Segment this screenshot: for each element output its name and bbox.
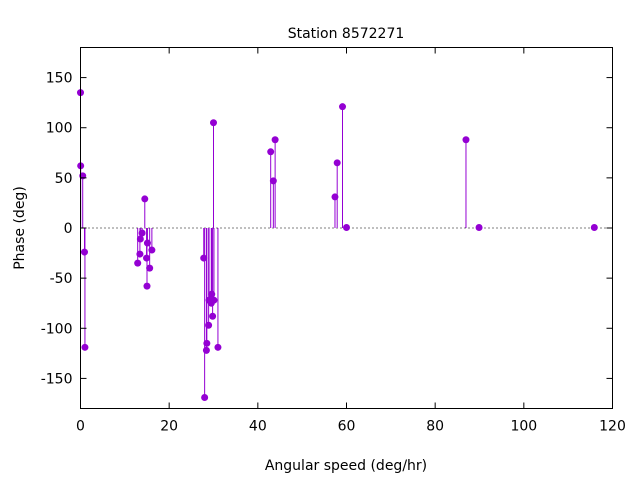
- data-point: [343, 223, 350, 231]
- data-point: [81, 343, 89, 351]
- data-point: [331, 193, 339, 201]
- data-point: [80, 248, 88, 256]
- data-point: [200, 254, 208, 262]
- data-point: [148, 246, 156, 254]
- data-point: [590, 223, 598, 231]
- data-point: [462, 136, 470, 144]
- data-point: [136, 250, 144, 258]
- x-tick-label: 40: [249, 419, 267, 435]
- x-tick-label: 120: [599, 419, 626, 435]
- data-point: [143, 282, 151, 290]
- y-tick-label: -50: [50, 271, 73, 287]
- x-tick-label: 0: [76, 419, 85, 435]
- y-axis-label: Phase (deg): [12, 186, 28, 270]
- data-point: [214, 343, 222, 351]
- x-tick-label: 20: [160, 419, 178, 435]
- y-tick-label: 0: [64, 221, 73, 237]
- x-tick-label: 60: [338, 419, 356, 435]
- data-point: [475, 223, 483, 231]
- data-point: [134, 259, 142, 267]
- data-point: [208, 290, 216, 298]
- data-point: [203, 339, 211, 347]
- data-point: [205, 321, 213, 329]
- data-point: [210, 119, 217, 127]
- ticks-layer: 0 20 40 60 80 100 120 -150 -100 -50 0 50 100 150: [41, 47, 626, 435]
- x-tick-label: 80: [426, 419, 444, 435]
- data-point: [209, 312, 217, 320]
- data-point: [146, 264, 154, 272]
- y-tick-label: 50: [55, 171, 73, 187]
- stems-layer: [80, 92, 613, 398]
- data-point: [210, 296, 218, 304]
- data-point: [201, 393, 209, 401]
- data-point: [141, 195, 149, 203]
- y-tick-label: -100: [41, 321, 73, 337]
- points-layer: [77, 89, 598, 401]
- data-point: [339, 103, 347, 111]
- data-point: [143, 254, 151, 262]
- data-point: [333, 159, 341, 167]
- chart-title: Station 8572271: [288, 26, 405, 42]
- x-tick-label: 100: [510, 419, 537, 435]
- data-point: [136, 235, 144, 243]
- data-point: [143, 239, 151, 247]
- y-tick-label: 150: [46, 71, 73, 87]
- data-point: [267, 148, 275, 156]
- data-point: [269, 177, 277, 185]
- data-point: [202, 346, 210, 354]
- x-axis-label: Angular speed (deg/hr): [265, 458, 427, 474]
- data-point: [271, 136, 279, 144]
- data-point: [138, 229, 146, 237]
- y-tick-label: -150: [41, 371, 73, 387]
- y-tick-label: 100: [46, 121, 73, 137]
